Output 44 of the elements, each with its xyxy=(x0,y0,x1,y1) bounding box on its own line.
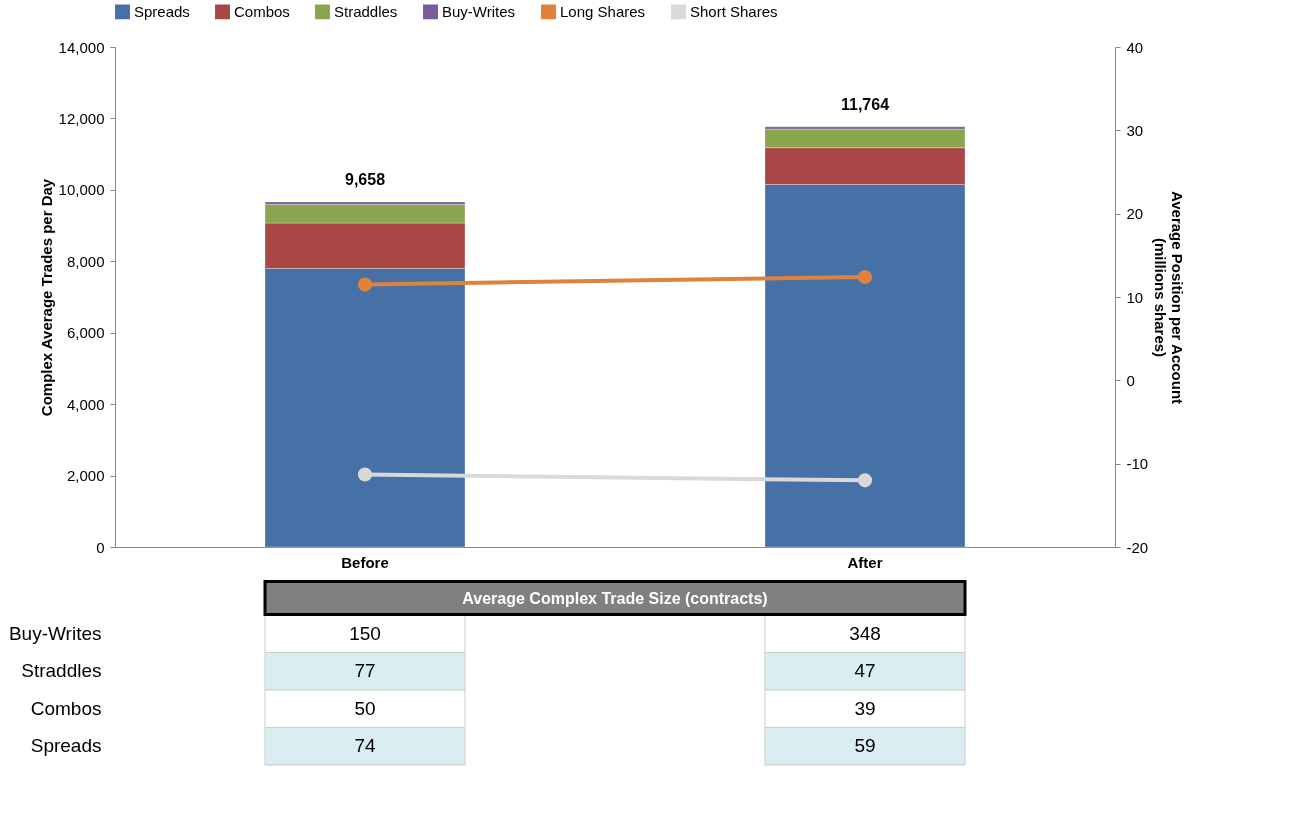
y-tick-label: 12,000 xyxy=(58,109,105,127)
legend-label: Combos xyxy=(234,2,290,20)
text: Buy-Writes xyxy=(8,622,102,644)
y2-tick-label: 40 xyxy=(1126,38,1144,56)
point xyxy=(857,473,873,488)
y-tick-label: 8,000 xyxy=(66,252,105,270)
text: 74 xyxy=(354,735,376,757)
total-label: 11,764 xyxy=(840,95,890,113)
text: Spreads xyxy=(30,735,102,757)
text: 59 xyxy=(854,735,876,757)
y2-axis-title: Average Position per Account (millions shares) xyxy=(1152,190,1187,405)
y2-tick-label: -10 xyxy=(1126,455,1149,473)
text: 50 xyxy=(354,697,376,719)
point xyxy=(357,467,373,482)
legend-label: Spreads xyxy=(134,2,190,20)
legend-label: Long Shares xyxy=(560,2,646,20)
y-tick-label: 2,000 xyxy=(66,467,105,485)
y-tick-label: 0 xyxy=(96,538,105,556)
x-tick-label: After xyxy=(847,553,883,571)
text: 39 xyxy=(854,697,876,719)
text: Average Complex Trade Size (contracts) xyxy=(462,589,768,607)
x-tick-label: Before xyxy=(341,553,389,571)
y2-tick-label: 20 xyxy=(1126,205,1144,223)
y-tick-label: 4,000 xyxy=(66,395,105,413)
y-tick-label: 10,000 xyxy=(58,181,105,199)
y2-tick-label: 10 xyxy=(1126,288,1144,306)
legend-label: Short Shares xyxy=(690,2,778,20)
text: Straddles xyxy=(21,660,102,682)
text: 77 xyxy=(354,660,376,682)
y-tick-label: 14,000 xyxy=(58,38,105,56)
y2-tick-label: 0 xyxy=(1126,371,1135,389)
y2-tick-label: 30 xyxy=(1126,121,1144,139)
text: 47 xyxy=(854,660,876,682)
text: 150 xyxy=(349,622,381,644)
point xyxy=(357,277,373,292)
y2-tick-label: -20 xyxy=(1126,538,1149,556)
point xyxy=(857,269,873,285)
y-axis-title: Complex Average Trades per Day xyxy=(37,178,55,417)
text: 348 xyxy=(849,622,881,644)
legend-label: Straddles xyxy=(334,2,398,20)
text: Combos xyxy=(30,697,102,719)
total-label: 9,658 xyxy=(344,171,386,189)
y-tick-label: 6,000 xyxy=(66,324,105,342)
legend-label: Buy-Writes xyxy=(442,2,516,20)
